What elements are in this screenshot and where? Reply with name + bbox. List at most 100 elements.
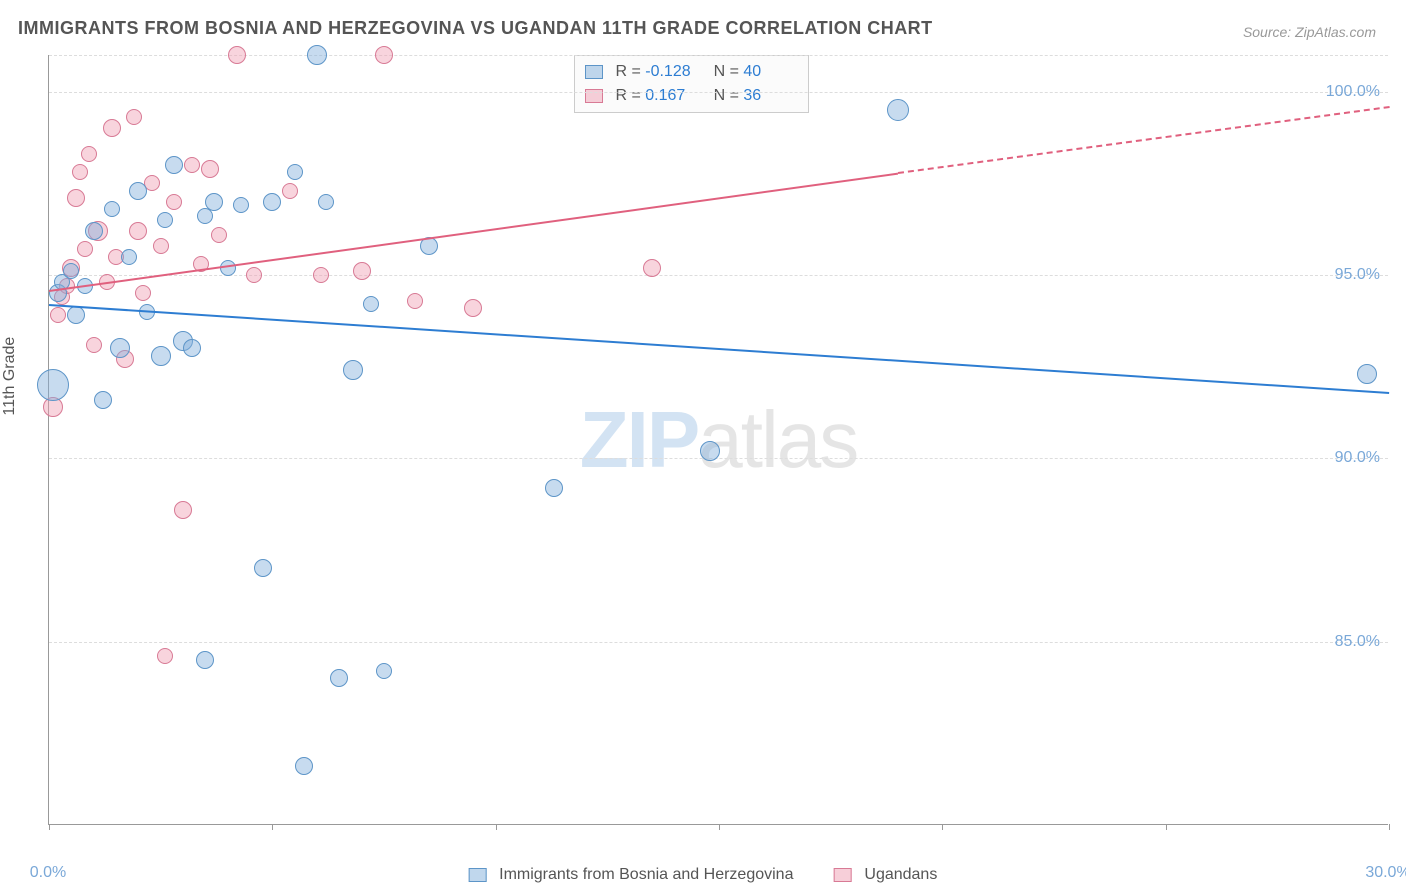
chart-container: IMMIGRANTS FROM BOSNIA AND HERZEGOVINA V… [0, 0, 1406, 892]
scatter-point-blue [545, 479, 563, 497]
scatter-point-pink [103, 119, 121, 137]
scatter-point-blue [94, 391, 112, 409]
scatter-point-pink [50, 307, 66, 323]
n-value-ugandan: 36 [743, 84, 798, 108]
scatter-point-pink [174, 501, 192, 519]
scatter-point-blue [287, 164, 303, 180]
scatter-point-blue [363, 296, 379, 312]
y-axis-title: 11th Grade [1, 337, 19, 416]
scatter-point-blue [110, 338, 130, 358]
scatter-point-blue [318, 194, 334, 210]
y-tick-label: 95.0% [1335, 266, 1380, 284]
y-tick-label: 85.0% [1335, 633, 1380, 651]
n-label: N = [714, 63, 739, 80]
series-label-ugandan: Ugandans [864, 866, 937, 883]
scatter-point-blue [376, 663, 392, 679]
legend-item-bosnia: Immigrants from Bosnia and Herzegovina [469, 866, 794, 884]
x-tick [49, 824, 50, 830]
x-tick-label: 30.0% [1365, 864, 1406, 882]
scatter-point-blue [151, 346, 171, 366]
scatter-point-pink [211, 227, 227, 243]
x-tick [1389, 824, 1390, 830]
scatter-point-blue [233, 197, 249, 213]
scatter-point-blue [157, 212, 173, 228]
gridline-h [49, 642, 1388, 643]
scatter-point-pink [228, 46, 246, 64]
x-tick [719, 824, 720, 830]
scatter-point-blue [197, 208, 213, 224]
series-label-bosnia: Immigrants from Bosnia and Herzegovina [499, 866, 793, 883]
trend-line-blue [49, 304, 1389, 394]
n-value-bosnia: 40 [743, 60, 798, 84]
x-tick [272, 824, 273, 830]
scatter-point-blue [295, 757, 313, 775]
legend-correlation: R = -0.128 N = 40 R = 0.167 N = 36 [574, 55, 809, 113]
scatter-point-pink [166, 194, 182, 210]
scatter-point-blue [165, 156, 183, 174]
scatter-point-blue [343, 360, 363, 380]
scatter-point-blue [104, 201, 120, 217]
gridline-h [49, 458, 1388, 459]
r-label: R = [615, 87, 640, 104]
scatter-point-pink [184, 157, 200, 173]
swatch-blue-icon [585, 65, 603, 79]
swatch-pink-icon [834, 868, 852, 882]
scatter-point-pink [282, 183, 298, 199]
scatter-point-pink [246, 267, 262, 283]
scatter-point-blue [307, 45, 327, 65]
scatter-point-pink [67, 189, 85, 207]
x-tick [496, 824, 497, 830]
scatter-point-blue [63, 263, 79, 279]
watermark-right: atlas [698, 395, 857, 484]
gridline-h [49, 55, 1388, 56]
scatter-point-pink [135, 285, 151, 301]
legend-row-ugandan: R = 0.167 N = 36 [585, 84, 798, 108]
scatter-point-blue [85, 222, 103, 240]
source-attribution: Source: ZipAtlas.com [1243, 24, 1376, 40]
r-value-ugandan: 0.167 [645, 84, 700, 108]
swatch-blue-icon [469, 868, 487, 882]
scatter-point-blue [1357, 364, 1377, 384]
scatter-point-blue [121, 249, 137, 265]
scatter-point-blue [263, 193, 281, 211]
scatter-point-pink [72, 164, 88, 180]
n-label: N = [714, 87, 739, 104]
scatter-point-blue [205, 193, 223, 211]
legend-row-bosnia: R = -0.128 N = 40 [585, 60, 798, 84]
legend-item-ugandan: Ugandans [834, 866, 937, 884]
chart-title: IMMIGRANTS FROM BOSNIA AND HERZEGOVINA V… [18, 18, 933, 39]
plot-area: ZIPatlas R = -0.128 N = 40 R = 0.167 N =… [48, 55, 1388, 825]
scatter-point-pink [81, 146, 97, 162]
x-tick-label: 0.0% [30, 864, 66, 882]
trend-line-pink-dashed [898, 106, 1390, 174]
scatter-point-blue [700, 441, 720, 461]
y-tick-label: 90.0% [1335, 449, 1380, 467]
trend-line-pink [49, 172, 898, 291]
scatter-point-pink [407, 293, 423, 309]
scatter-point-blue [67, 306, 85, 324]
y-tick-label: 100.0% [1326, 83, 1380, 101]
scatter-point-blue [330, 669, 348, 687]
scatter-point-blue [183, 339, 201, 357]
gridline-h [49, 92, 1388, 93]
scatter-point-pink [375, 46, 393, 64]
scatter-point-pink [313, 267, 329, 283]
scatter-point-blue [887, 99, 909, 121]
scatter-point-pink [157, 648, 173, 664]
scatter-point-blue [37, 369, 69, 401]
watermark-left: ZIP [580, 395, 698, 484]
scatter-point-pink [86, 337, 102, 353]
scatter-point-pink [129, 222, 147, 240]
scatter-point-pink [153, 238, 169, 254]
scatter-point-blue [196, 651, 214, 669]
scatter-point-pink [201, 160, 219, 178]
legend-series: Immigrants from Bosnia and Herzegovina U… [451, 866, 956, 884]
scatter-point-pink [77, 241, 93, 257]
scatter-point-pink [126, 109, 142, 125]
x-tick [942, 824, 943, 830]
r-label: R = [615, 63, 640, 80]
watermark: ZIPatlas [580, 394, 857, 486]
r-value-bosnia: -0.128 [645, 60, 700, 84]
x-tick [1166, 824, 1167, 830]
scatter-point-pink [643, 259, 661, 277]
